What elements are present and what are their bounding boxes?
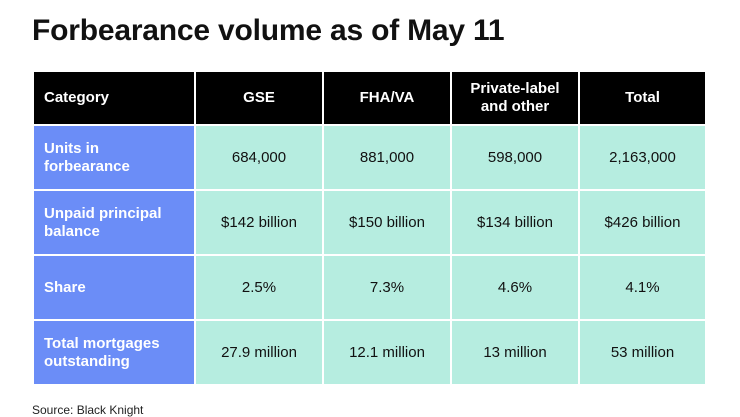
cell-upb-gse: $142 billion [194,189,324,256]
column-header-fha-va: FHA/VA [322,70,452,126]
cell-outstanding-private-label: 13 million [450,319,580,386]
table-row: Total mortgages outstanding 27.9 million… [32,319,707,386]
forbearance-table: Category GSE FHA/VA Private-label and ot… [32,70,707,386]
cell-share-fha-va: 7.3% [322,254,452,321]
cell-upb-fha-va: $150 billion [322,189,452,256]
table-row: Units in forbearance 684,000 881,000 598… [32,124,707,191]
cell-units-total: 2,163,000 [578,124,707,191]
cell-outstanding-total: 53 million [578,319,707,386]
cell-units-fha-va: 881,000 [322,124,452,191]
header-row: Category GSE FHA/VA Private-label and ot… [32,70,707,126]
table-row: Share 2.5% 7.3% 4.6% 4.1% [32,254,707,321]
cell-share-private-label: 4.6% [450,254,580,321]
cell-share-gse: 2.5% [194,254,324,321]
table-row: Unpaid principal balance $142 billion $1… [32,189,707,256]
column-header-category: Category [32,70,196,126]
cell-units-private-label: 598,000 [450,124,580,191]
row-label-share: Share [32,254,196,321]
chart-title: Forbearance volume as of May 11 [32,14,505,47]
source-note: Source: Black Knight [32,403,144,417]
column-header-gse: GSE [194,70,324,126]
cell-share-total: 4.1% [578,254,707,321]
cell-units-gse: 684,000 [194,124,324,191]
row-label-outstanding: Total mortgages outstanding [32,319,196,386]
row-label-upb: Unpaid principal balance [32,189,196,256]
row-label-units: Units in forbearance [32,124,196,191]
cell-outstanding-gse: 27.9 million [194,319,324,386]
column-header-total: Total [578,70,707,126]
cell-upb-private-label: $134 billion [450,189,580,256]
cell-upb-total: $426 billion [578,189,707,256]
column-header-private-label: Private-label and other [450,70,580,126]
cell-outstanding-fha-va: 12.1 million [322,319,452,386]
